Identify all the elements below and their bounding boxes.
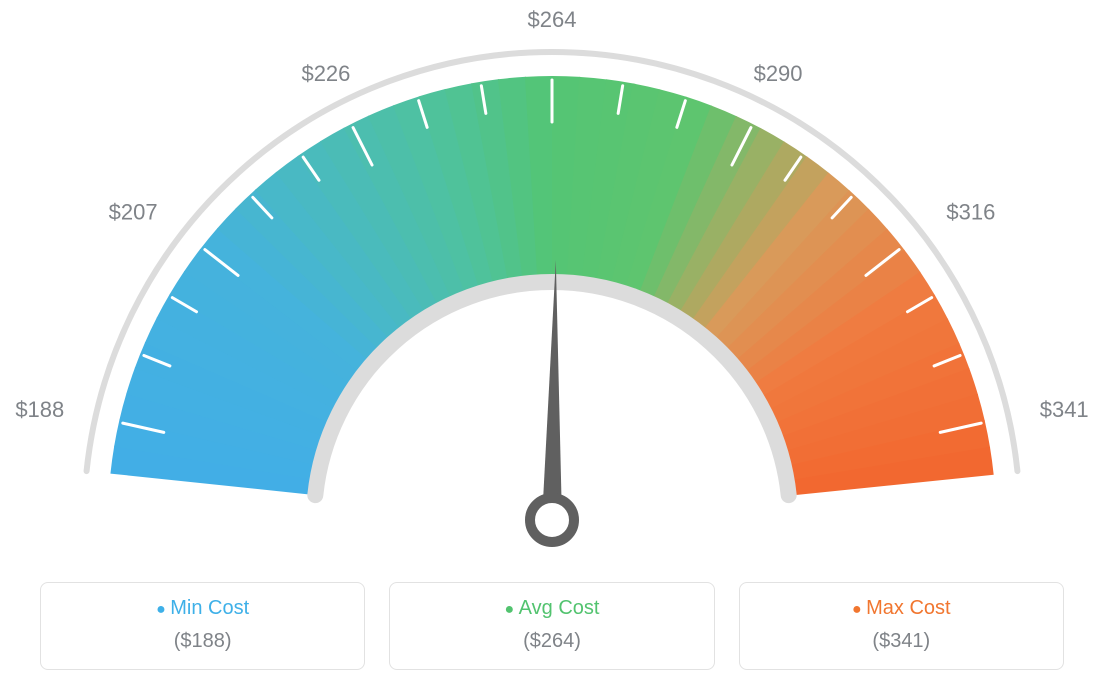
legend-card-avg: Avg Cost ($264) xyxy=(389,582,714,670)
svg-text:$316: $316 xyxy=(946,200,995,225)
svg-text:$188: $188 xyxy=(15,397,64,422)
svg-text:$264: $264 xyxy=(528,7,577,32)
gauge-svg: $188 $207 $226 $264 $290 $316 $341 xyxy=(0,0,1104,560)
legend-label-min: Min Cost xyxy=(41,597,364,620)
svg-text:$207: $207 xyxy=(109,200,158,225)
legend-card-max: Max Cost ($341) xyxy=(739,582,1064,670)
legend-label-max: Max Cost xyxy=(740,597,1063,620)
legend-value-min: ($188) xyxy=(41,630,364,653)
legend-label-avg: Avg Cost xyxy=(390,597,713,620)
legend-card-min: Min Cost ($188) xyxy=(40,582,365,670)
legend-value-avg: ($264) xyxy=(390,630,713,653)
svg-text:$290: $290 xyxy=(754,61,803,86)
legend-value-max: ($341) xyxy=(740,630,1063,653)
svg-text:$341: $341 xyxy=(1040,397,1089,422)
svg-text:$226: $226 xyxy=(301,61,350,86)
gauge-chart: $188 $207 $226 $264 $290 $316 $341 xyxy=(0,0,1104,560)
legend-row: Min Cost ($188) Avg Cost ($264) Max Cost… xyxy=(40,582,1064,670)
